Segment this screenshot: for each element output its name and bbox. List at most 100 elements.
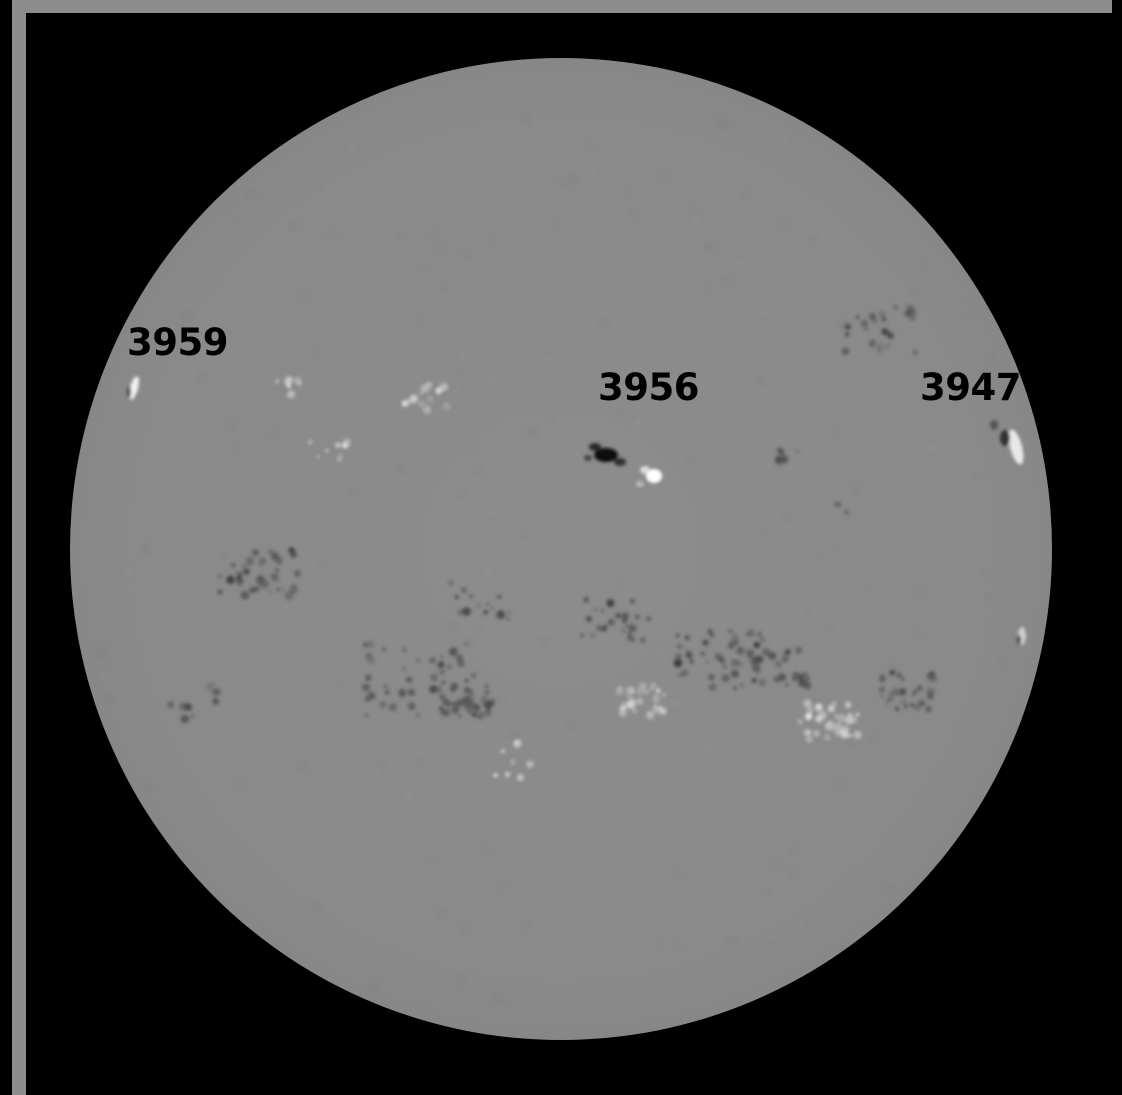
network-dark-patch <box>758 678 767 687</box>
network-speck <box>724 683 728 687</box>
network-speck <box>510 734 515 739</box>
network-dark-patch <box>889 690 895 697</box>
network-dark-patch <box>723 665 727 669</box>
region-label-3956: 3956 <box>598 366 699 409</box>
network-dark-patch <box>439 706 444 711</box>
network-speck <box>691 168 695 173</box>
network-dark-patch <box>230 562 236 568</box>
network-dark-patch <box>364 652 373 661</box>
network-dark-patch <box>276 587 280 592</box>
network-speck <box>453 401 457 405</box>
network-speck <box>273 434 277 438</box>
network-dark-patch <box>476 603 482 608</box>
network-dark-patch <box>452 701 460 708</box>
region-label-3959: 3959 <box>127 321 228 364</box>
network-speck <box>811 699 815 704</box>
network-dark-patch <box>841 347 850 356</box>
network-dark-patch <box>918 699 926 707</box>
network-light-patch <box>656 688 661 693</box>
network-dark-patch <box>465 696 469 700</box>
network-speck <box>190 372 194 376</box>
network-dark-patch <box>439 693 446 700</box>
network-dark-patch <box>440 679 447 686</box>
network-dark-patch <box>484 690 490 696</box>
network-dark-patch <box>888 696 895 703</box>
network-light-patch <box>837 713 846 723</box>
network-dark-patch <box>762 648 771 657</box>
network-light-patch <box>626 691 633 699</box>
network-light-patch <box>439 382 449 392</box>
network-speck <box>522 532 526 536</box>
network-speck <box>497 996 502 1001</box>
network-light-patch <box>659 707 667 715</box>
network-speck <box>200 551 204 554</box>
network-speck <box>490 240 495 244</box>
network-speck <box>850 741 854 745</box>
network-speck <box>304 230 307 232</box>
network-light-patch <box>493 772 498 778</box>
network-dark-patch <box>416 658 420 663</box>
network-light-patch <box>517 742 522 747</box>
network-dark-patch <box>252 549 260 557</box>
network-speck <box>349 148 354 153</box>
network-speck <box>762 311 766 315</box>
network-dark-patch <box>405 677 410 682</box>
network-speck <box>799 472 802 474</box>
network-dark-patch <box>626 634 634 642</box>
network-dark-patch <box>684 634 690 641</box>
network-dark-patch <box>925 705 932 713</box>
network-dark-patch <box>457 714 462 718</box>
network-light-patch <box>504 771 511 778</box>
network-light-patch <box>435 387 442 394</box>
network-speck <box>473 906 478 911</box>
network-dark-patch <box>905 304 914 313</box>
network-speck <box>717 541 720 544</box>
network-dark-patch <box>675 653 682 661</box>
network-speck <box>704 286 707 289</box>
network-dark-patch <box>628 624 637 633</box>
network-dark-patch <box>707 628 713 635</box>
network-speck <box>524 117 529 122</box>
network-dark-patch <box>880 694 884 699</box>
network-speck <box>222 555 225 557</box>
network-speck <box>790 873 795 877</box>
network-speck <box>439 911 444 916</box>
network-dark-patch <box>179 702 188 711</box>
network-dark-patch <box>506 616 510 621</box>
network-speck <box>693 209 697 213</box>
network-dark-patch <box>476 711 485 720</box>
network-light-patch <box>409 394 418 403</box>
network-light-patch <box>853 730 862 739</box>
network-speck <box>425 269 427 272</box>
network-dark-patch <box>903 703 909 709</box>
network-speck <box>624 189 627 192</box>
network-speck <box>800 922 804 926</box>
network-speck <box>330 315 333 318</box>
network-dark-patch <box>167 701 174 708</box>
network-speck <box>367 401 370 404</box>
network-speck <box>888 887 891 889</box>
network-speck <box>977 475 979 477</box>
network-speck <box>333 694 336 697</box>
network-dark-patch <box>457 660 465 668</box>
network-speck <box>429 176 431 179</box>
network-light-patch <box>814 703 823 712</box>
network-speck <box>618 582 622 586</box>
network-dark-patch <box>241 563 247 569</box>
network-speck <box>915 591 919 595</box>
network-dark-patch <box>878 342 883 347</box>
network-speck <box>757 380 762 385</box>
network-speck <box>146 787 149 790</box>
network-speck <box>387 748 391 752</box>
network-dark-patch <box>366 640 375 649</box>
network-dark-patch <box>383 684 388 689</box>
network-speck <box>989 644 993 649</box>
network-speck <box>463 387 465 390</box>
network-light-patch <box>815 714 823 723</box>
network-dark-patch <box>719 657 726 665</box>
network-dark-patch <box>878 311 886 318</box>
network-speck <box>940 785 944 789</box>
network-dark-patch <box>385 690 390 695</box>
network-speck <box>755 381 758 383</box>
network-dark-patch <box>249 586 256 594</box>
